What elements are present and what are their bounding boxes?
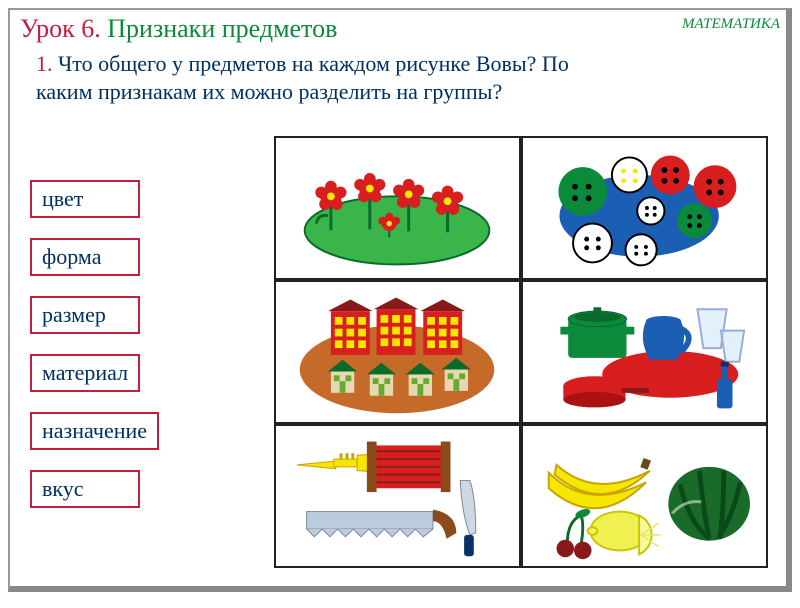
cell-flowers	[274, 136, 521, 280]
fruits-icon	[549, 458, 750, 559]
houses-icon	[300, 298, 494, 414]
question-number: 1.	[36, 51, 53, 76]
cell-dishes	[521, 280, 768, 424]
dishes-icon	[560, 307, 744, 408]
picture-grid	[274, 136, 768, 568]
tools-icon	[297, 442, 476, 557]
subject-label: МАТЕМАТИКА	[682, 16, 780, 33]
buttons-icon	[558, 156, 736, 266]
attr-purpose: назначение	[30, 412, 159, 450]
attribute-list: цвет форма размер материал назначение вк…	[30, 180, 159, 508]
lesson-prefix: Урок 6.	[20, 14, 101, 43]
question-text: Что общего у предметов на каждом рисунке…	[36, 51, 569, 104]
cell-houses	[274, 280, 521, 424]
slide: МАТЕМАТИКА Урок 6. Признаки предметов 1.…	[8, 8, 792, 592]
cell-fruits	[521, 424, 768, 568]
attr-color: цвет	[30, 180, 140, 218]
question: 1. Что общего у предметов на каждом рису…	[36, 50, 596, 105]
attr-material: материал	[30, 354, 140, 392]
attr-size: размер	[30, 296, 140, 334]
title: Урок 6. Признаки предметов	[20, 14, 337, 44]
lesson-topic: Признаки предметов	[107, 14, 337, 43]
attr-shape: форма	[30, 238, 140, 276]
cell-buttons	[521, 136, 768, 280]
cell-tools	[274, 424, 521, 568]
attr-taste: вкус	[30, 470, 140, 508]
